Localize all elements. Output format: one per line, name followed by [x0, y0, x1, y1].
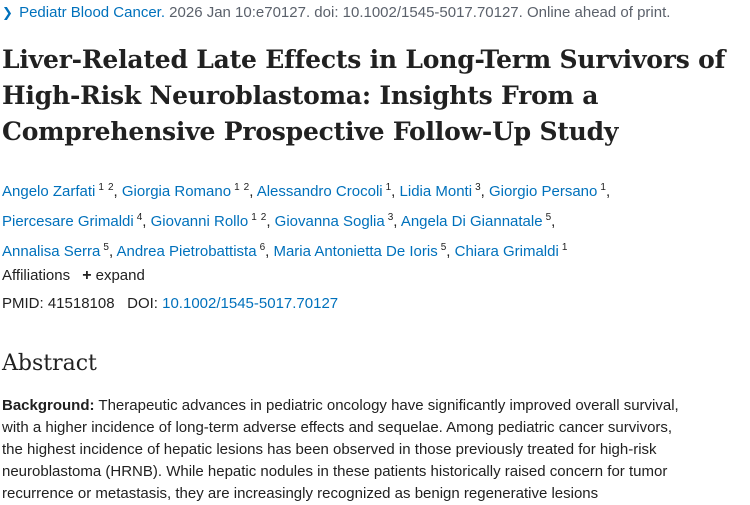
- author-link[interactable]: Piercesare Grimaldi: [2, 213, 134, 230]
- affiliation-ref[interactable]: 1: [600, 182, 606, 193]
- author-link[interactable]: Angelo Zarfati: [2, 183, 96, 200]
- abstract-line: recurrence or metastasis, they are incre…: [2, 485, 599, 502]
- author-link[interactable]: Andrea Pietrobattista: [116, 243, 257, 260]
- affiliation-ref[interactable]: 5: [440, 242, 447, 253]
- journal-link[interactable]: Pediatr Blood Cancer.: [19, 4, 165, 21]
- author-link[interactable]: Angela Di Giannatale: [400, 213, 543, 230]
- chevron-right-icon: ❯: [2, 5, 13, 20]
- title-line: Comprehensive Prospective Follow-Up Stud…: [2, 117, 619, 146]
- author-link[interactable]: Lidia Monti: [399, 183, 473, 200]
- affiliation-ref[interactable]: 5: [103, 242, 109, 253]
- affiliation-ref[interactable]: 2: [260, 212, 267, 223]
- doi-link[interactable]: 10.1002/1545-5017.70127: [162, 295, 339, 312]
- citation-details: 2026 Jan 10:e70127. doi: 10.1002/1545-50…: [165, 4, 671, 21]
- affiliation-ref[interactable]: 3: [387, 212, 394, 223]
- abstract-body: Background: Therapeutic advances in pedi…: [2, 395, 748, 505]
- abstract-line: neuroblastoma (HRNB). While hepatic nodu…: [2, 463, 668, 480]
- author-link[interactable]: Chiara Grimaldi: [454, 243, 559, 260]
- citation-line: ❯ Pediatr Blood Cancer. 2026 Jan 10:e701…: [2, 4, 670, 22]
- abstract-line: the highest incidence of hepatic lesions…: [2, 441, 657, 458]
- abstract-line: Background: Therapeutic advances in pedi…: [2, 395, 748, 417]
- authors-line: Piercesare Grimaldi 4, Giovanni Rollo 1 2, …: [2, 212, 556, 230]
- abstract-heading: Abstract: [2, 351, 97, 376]
- affiliation-ref[interactable]: 2: [243, 182, 250, 193]
- author-link[interactable]: Giovanna Soglia: [274, 213, 385, 230]
- expand-label: expand: [95, 267, 145, 284]
- affiliation-ref[interactable]: 3: [475, 182, 481, 193]
- affiliation-ref[interactable]: 2: [107, 182, 114, 193]
- pmid-value: 41518108: [47, 295, 115, 312]
- title-line: High-Risk Neuroblastoma: Insights From a: [2, 81, 599, 110]
- plus-icon: +: [82, 267, 92, 284]
- background-label: Background:: [2, 397, 95, 414]
- author-link[interactable]: Giorgia Romano: [121, 183, 232, 200]
- author-link[interactable]: Annalisa Serra: [2, 243, 101, 260]
- doi-label: DOI:: [127, 295, 158, 312]
- authors-line: Annalisa Serra 5, Andrea Pietrobattista 6,…: [2, 242, 568, 260]
- affiliation-ref[interactable]: 1: [98, 182, 104, 193]
- title-line: Liver-Related Late Effects in Long-Term …: [2, 45, 726, 74]
- author-link[interactable]: Giovanni Rollo: [150, 213, 249, 230]
- article-title: Liver-Related Late Effects in Long-Term …: [2, 42, 748, 150]
- abstract-text: Therapeutic advances in pediatric oncolo…: [94, 397, 679, 414]
- abstract-line: with a higher incidence of long-term adv…: [2, 419, 673, 436]
- affiliation-ref[interactable]: 6: [259, 242, 266, 253]
- affiliation-ref[interactable]: 5: [545, 212, 552, 223]
- affiliation-ref[interactable]: 1: [561, 242, 568, 253]
- affiliations-label: Affiliations: [2, 267, 71, 284]
- affiliations-toggle[interactable]: Affiliations + expand: [2, 266, 145, 286]
- author-link[interactable]: Giorgio Persano: [488, 183, 598, 200]
- author-link[interactable]: Alessandro Crocoli: [256, 183, 383, 200]
- affiliation-ref[interactable]: 1: [251, 212, 257, 223]
- authors-list: Angelo Zarfati 1 2, Giorgia Romano 1 2, Ales…: [2, 175, 748, 265]
- author-link[interactable]: Maria Antonietta De Ioris: [273, 243, 438, 260]
- pmid-label: PMID:: [2, 295, 44, 312]
- identifiers: PMID: 41518108 DOI: 10.1002/1545-5017.70…: [2, 294, 338, 314]
- affiliation-ref[interactable]: 1: [234, 182, 240, 193]
- authors-line: Angelo Zarfati 1 2, Giorgia Romano 1 2, Ales…: [2, 182, 611, 200]
- affiliation-ref[interactable]: 1: [385, 182, 392, 193]
- affiliation-ref[interactable]: 4: [136, 212, 143, 223]
